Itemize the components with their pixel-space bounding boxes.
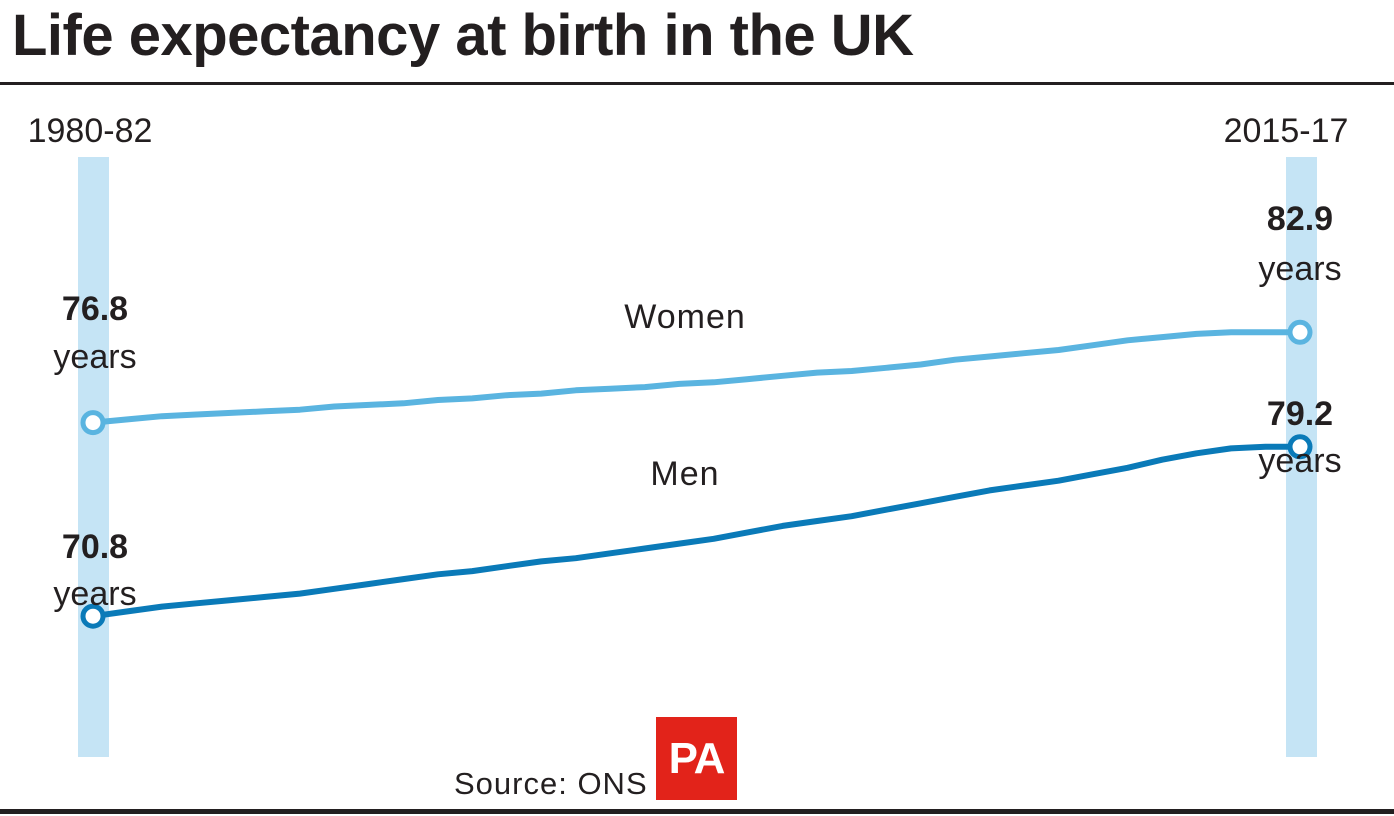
start-period-band: [78, 157, 109, 757]
pa-logo-text: PA: [668, 733, 726, 783]
men-start-value: 70.8: [62, 528, 128, 566]
marker-layer: [80, 319, 1313, 629]
men-end-unit: years: [1258, 442, 1341, 480]
women-end-unit: years: [1258, 250, 1341, 288]
start-period-label: 1980-82: [28, 112, 153, 150]
men-start-unit: years: [53, 575, 136, 613]
men-end-value: 79.2: [1267, 395, 1333, 433]
women-end-marker: [1287, 319, 1313, 345]
men-series-label: Men: [650, 455, 719, 493]
women-series-line: [90, 329, 1303, 426]
pa-logo: PA: [656, 717, 737, 800]
men-start-marker: [80, 603, 106, 629]
end-period-label: 2015-17: [1224, 112, 1349, 150]
women-start-value: 76.8: [62, 290, 128, 328]
women-start-marker: [80, 410, 106, 436]
source-note: Source: ONS: [454, 766, 648, 801]
women-series-label: Women: [624, 298, 746, 336]
chart-title: Life expectancy at birth in the UK: [12, 3, 914, 68]
top-rule: [0, 82, 1394, 85]
women-end-value: 82.9: [1267, 200, 1333, 238]
series-layer: [90, 329, 1303, 620]
men-end-marker: [1287, 434, 1313, 460]
bottom-rule: [0, 809, 1394, 814]
men-series-line: [90, 443, 1303, 620]
women-start-unit: years: [53, 338, 136, 376]
